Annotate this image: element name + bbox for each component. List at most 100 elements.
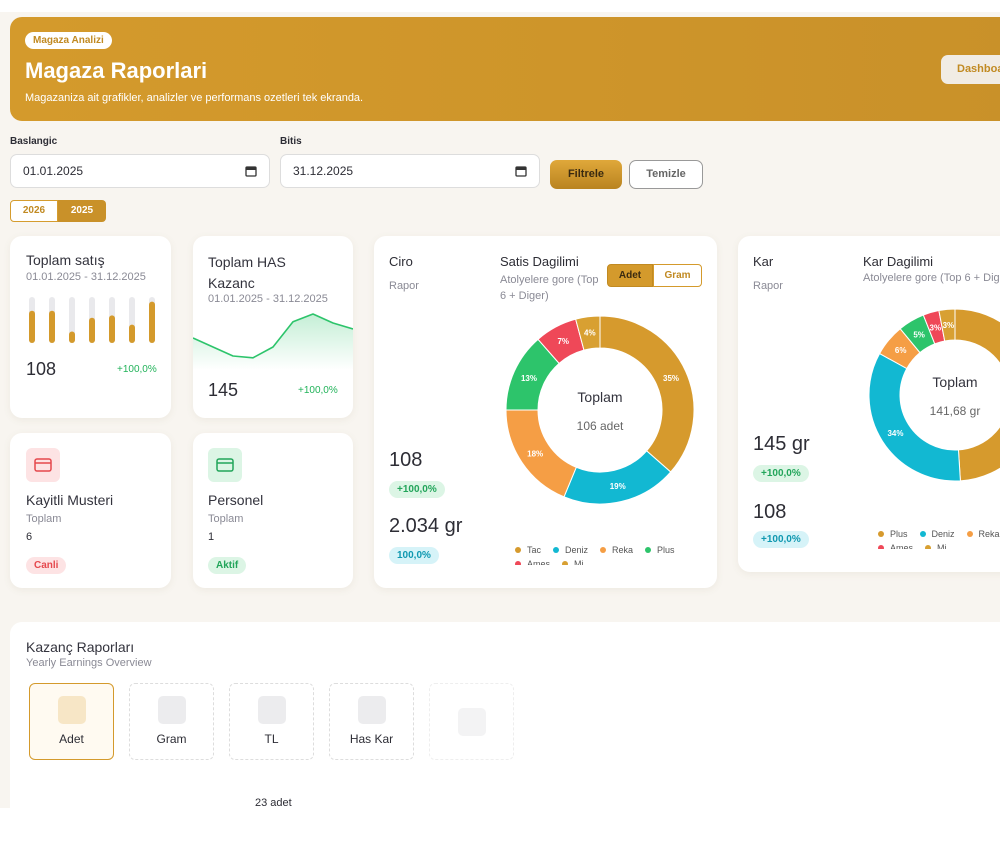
calendar-icon[interactable] xyxy=(515,165,527,177)
change-badge: +100,0% xyxy=(753,465,809,482)
legend-item: Plus xyxy=(645,545,675,555)
donut-center-label: Toplam xyxy=(932,374,977,390)
bottom-area xyxy=(0,808,1000,850)
tab-label: Gram xyxy=(156,732,187,746)
legend-swatch xyxy=(645,547,652,553)
donut-slice xyxy=(954,308,1000,482)
tab-label: TL xyxy=(264,732,279,746)
end-date-input[interactable]: 31.12.2025 xyxy=(280,154,540,188)
slice-label: 35% xyxy=(663,374,679,383)
legend-swatch xyxy=(966,531,973,537)
slice-label: 3% xyxy=(943,321,955,330)
legend-item: Deniz xyxy=(553,545,588,555)
add-tab[interactable] xyxy=(429,683,514,760)
legend-swatch xyxy=(925,545,932,549)
start-label: Baslangic xyxy=(10,136,58,147)
slice-label: 4% xyxy=(584,329,596,338)
slice-label: 34% xyxy=(887,429,903,438)
legend-swatch xyxy=(878,531,884,537)
donut-center-value: 106 adet xyxy=(577,419,624,433)
report-tab[interactable]: Gram xyxy=(129,683,214,760)
toggle-button[interactable]: Adet xyxy=(607,264,653,287)
legend-item: Mi xyxy=(562,559,584,565)
legend-label: Plus xyxy=(657,545,675,555)
legend-label: Ames xyxy=(527,559,551,565)
dashboard-button[interactable]: Dashboard xyxy=(941,55,1000,84)
legend-item: Ames xyxy=(878,543,913,549)
start-date-input[interactable]: 01.01.2025 xyxy=(10,154,270,188)
header-badge: Magaza Analizi xyxy=(25,32,112,49)
card-value: 108 xyxy=(26,359,57,379)
legend-label: Deniz xyxy=(565,545,589,555)
card-value: 145 gr xyxy=(753,433,810,455)
legend-label: Mi xyxy=(574,559,584,565)
legend-label: Reka xyxy=(612,545,634,555)
bar xyxy=(149,301,155,343)
slice-label: 3% xyxy=(930,323,942,332)
card-range: 01.01.2025 - 31.12.2025 xyxy=(208,293,328,305)
row-value: 23 adet xyxy=(255,797,292,809)
slice-label: 5% xyxy=(913,330,925,339)
card-title: Ciro xyxy=(389,254,413,269)
report-tab[interactable]: TL xyxy=(229,683,314,760)
year-button[interactable]: 2026 xyxy=(10,200,58,222)
section-title: Kazanç Raporları xyxy=(26,639,135,655)
tab-label: Adet xyxy=(59,732,84,746)
card-range: 01.01.2025 - 31.12.2025 xyxy=(26,271,146,283)
start-date: 01.01.2025 xyxy=(23,164,84,178)
bar xyxy=(49,310,55,343)
legend-item: Reka xyxy=(966,529,1000,539)
year-button[interactable]: 2025 xyxy=(58,200,106,222)
legend-item: Deniz xyxy=(919,529,955,539)
bar xyxy=(29,310,35,343)
card-change: +100,0% xyxy=(117,364,157,375)
legend-swatch xyxy=(919,531,926,537)
legend-swatch xyxy=(600,547,607,553)
legend-item: Plus xyxy=(878,529,908,539)
section-subtitle: Yearly Earnings Overview xyxy=(26,657,152,669)
donut-slice xyxy=(575,315,601,351)
card-title: Kayitli Musteri xyxy=(26,492,114,508)
donut-subtitle: Atolyelere gore (Top 6 + Diger) xyxy=(863,272,1000,284)
end-date: 31.12.2025 xyxy=(293,164,354,178)
calendar-icon[interactable] xyxy=(245,165,257,177)
legend-item: Tac xyxy=(515,545,541,555)
donut-subtitle: Atolyelere gore (Top 6 + Diger) xyxy=(500,274,599,302)
report-tab[interactable]: Has Kar xyxy=(329,683,414,760)
header xyxy=(10,17,1000,121)
card-value: 108 xyxy=(753,501,787,523)
legend-item: Ames xyxy=(515,559,550,565)
donut-title: Kar Dagilimi xyxy=(863,254,934,269)
report-tab[interactable]: Adet xyxy=(29,683,114,760)
bar-track xyxy=(69,297,75,343)
bar xyxy=(89,317,95,343)
filter-button[interactable]: Filtrele xyxy=(550,160,622,189)
legend-swatch xyxy=(515,561,521,565)
donut-slice xyxy=(599,315,695,473)
header-subtitle: Magazaniza ait grafikler, analizler ve p… xyxy=(25,92,364,104)
card-subtitle: Rapor xyxy=(753,280,783,292)
legend-item: Reka xyxy=(600,545,633,555)
donut-slice xyxy=(938,308,956,342)
change-badge: 100,0% xyxy=(389,547,439,564)
toggle-button[interactable]: Gram xyxy=(653,264,702,287)
card-value: 145 xyxy=(208,380,239,400)
legend-swatch xyxy=(878,545,884,549)
tab-label: Has Kar xyxy=(349,732,394,746)
customers-icon xyxy=(26,448,60,482)
donut-chart: 35% 19% 18% 13% 7% 4% Toplam 106 adet xyxy=(505,315,695,505)
donut-title: Satis Dagilimi xyxy=(500,254,579,269)
legend: Tac Deniz Reka Plus Ames Mi xyxy=(515,545,700,565)
card-title: Toplam HAS Kazanc xyxy=(208,254,286,291)
legend-swatch xyxy=(515,547,521,553)
clear-button[interactable]: Temizle xyxy=(629,160,703,189)
bar xyxy=(109,315,115,343)
legend-label: Deniz xyxy=(931,529,955,539)
header-title: Magaza Raporlari xyxy=(25,58,208,83)
change-badge: +100,0% xyxy=(753,531,809,548)
donut-center-value: 141,68 gr xyxy=(930,404,981,418)
slice-label: 18% xyxy=(527,449,543,458)
card-subtitle: Rapor xyxy=(389,280,419,292)
